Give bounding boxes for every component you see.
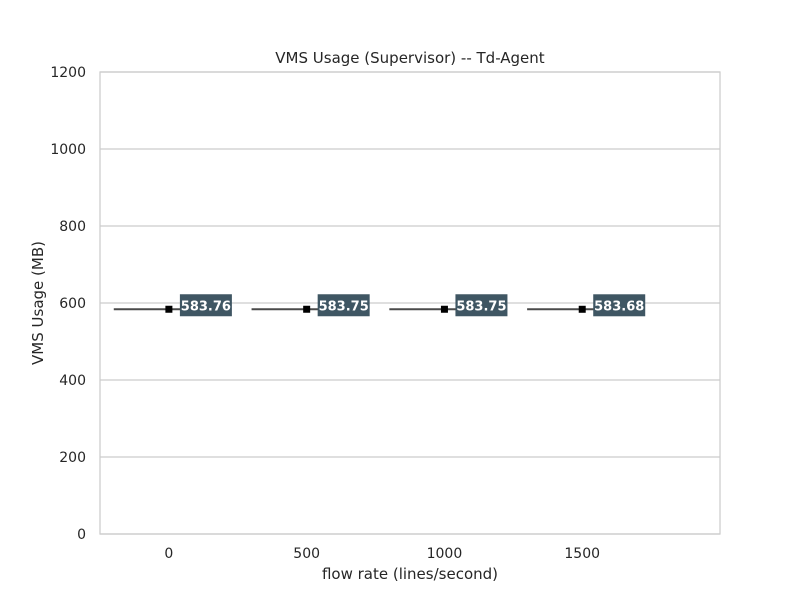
data-label: 583.76 [181, 299, 231, 314]
y-tick-label: 1000 [50, 142, 86, 158]
data-label-box [317, 294, 370, 317]
x-tick-label: 1000 [427, 546, 463, 562]
x-tick-label: 1500 [564, 546, 600, 562]
chart-title: VMS Usage (Supervisor) -- Td-Agent [275, 49, 544, 67]
x-tick-label: 500 [293, 546, 320, 562]
data-label: 583.75 [319, 299, 369, 314]
y-tick-labels: 0 200 400 600 800 1000 1200 [50, 65, 86, 543]
mean-marker [440, 305, 448, 313]
y-tick-label: 0 [77, 527, 86, 543]
mean-marker [303, 305, 311, 313]
y-tick-label: 800 [59, 219, 86, 235]
plot-frame [99, 71, 721, 535]
y-tick-label: 200 [59, 450, 86, 466]
y-tick-label: 600 [59, 296, 86, 312]
y-axis-label: VMS Usage (MB) [29, 241, 47, 365]
data-label: 583.75 [456, 299, 506, 314]
x-tick-label: 0 [164, 546, 173, 562]
mean-marker [165, 305, 173, 313]
data-label-box [179, 294, 232, 317]
y-tick-label: 1200 [50, 65, 86, 81]
data-label-box [455, 294, 508, 317]
mean-marker [578, 305, 586, 313]
x-axis-label: flow rate (lines/second) [322, 565, 498, 583]
data-label-box [593, 294, 646, 317]
data-label: 583.68 [594, 299, 644, 314]
y-tick-label: 400 [59, 373, 86, 389]
x-tick-labels: 0 500 1000 1500 [164, 546, 600, 562]
data-labels: 583.76 583.75 583.75 583.68 [179, 294, 646, 317]
